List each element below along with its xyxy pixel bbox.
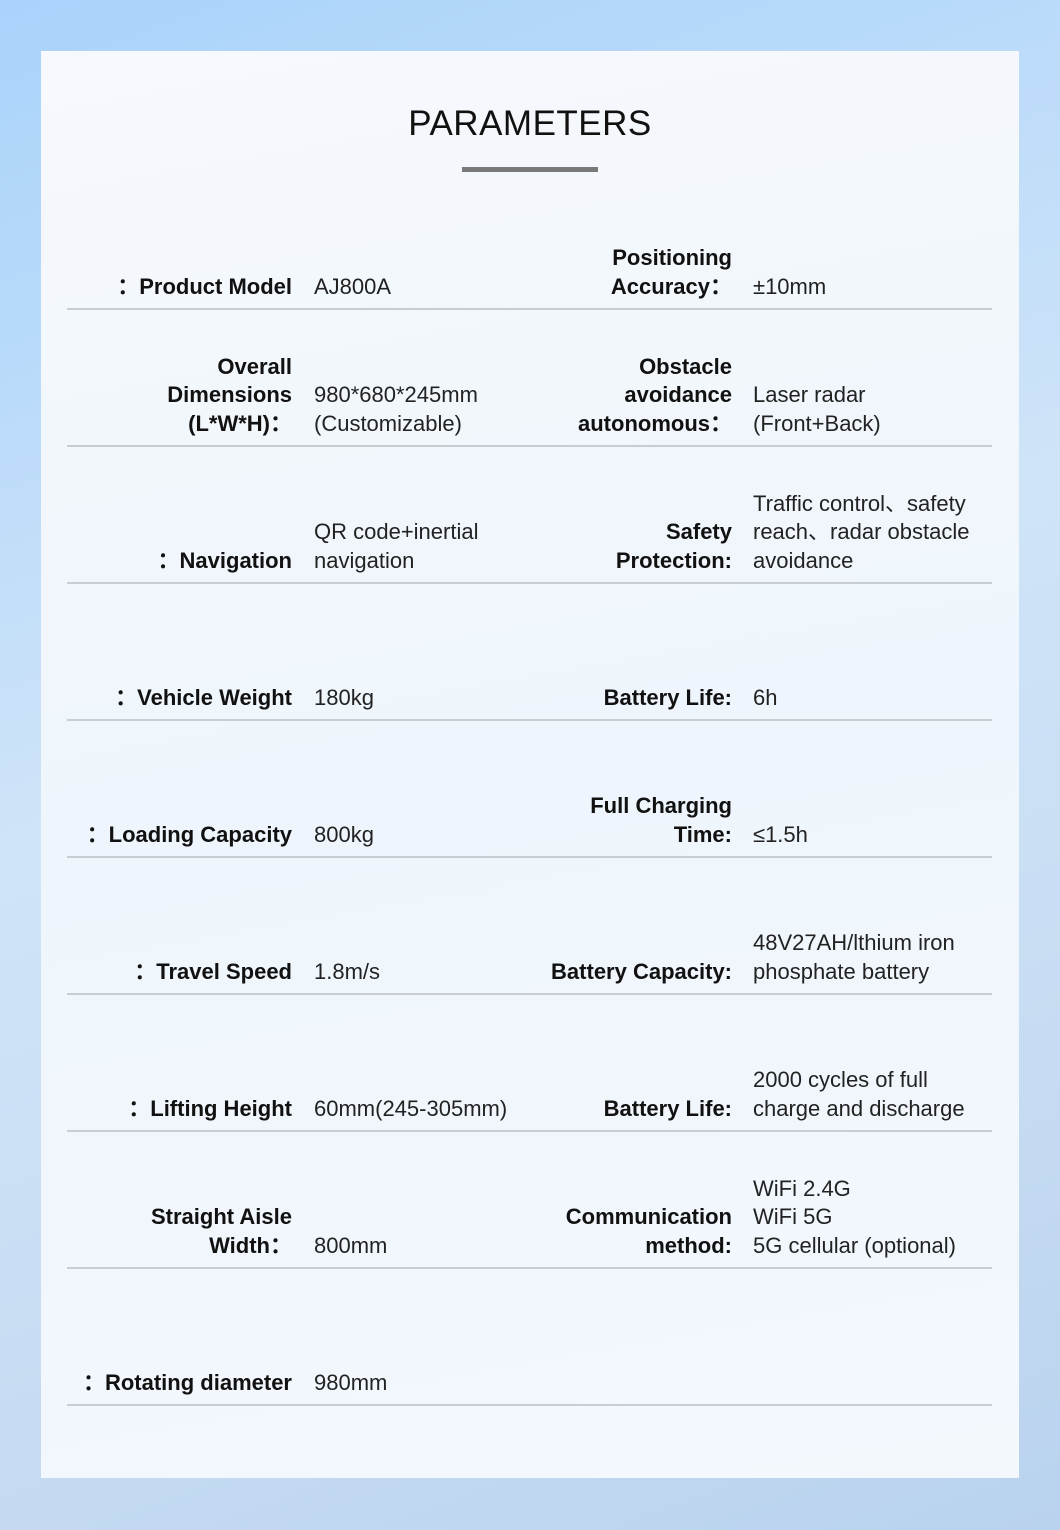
parameter-value: 60mm(245-305mm) xyxy=(314,1095,508,1121)
parameter-label: Straight Aisle Width： xyxy=(151,1204,292,1258)
parameter-value: 800mm xyxy=(314,1232,388,1258)
parameter-row: Loading Capacity： 800kg Full Charging Time… xyxy=(67,721,992,858)
parameter-value: 980mm xyxy=(314,1369,388,1395)
parameter-value: 1.8m/s xyxy=(314,958,381,984)
parameters-card xyxy=(41,51,1019,1478)
parameter-row: Straight Aisle Width： 800mm Communication … xyxy=(67,1132,992,1269)
parameter-value: 800kg xyxy=(314,821,374,847)
parameter-label: Battery Life: xyxy=(603,684,732,710)
parameter-value: ≤1.5h xyxy=(753,821,808,847)
parameter-row: Overall Dimensions (L*W*H)： 980*680*245mm… xyxy=(67,310,992,447)
parameter-label: Vehicle Weight： xyxy=(115,684,292,710)
parameter-label: Battery Life: xyxy=(603,1095,732,1121)
parameters-table: Product Model： AJ800A Positioning Accuracy… xyxy=(67,173,992,1406)
parameter-label: Product Model： xyxy=(117,273,292,299)
parameter-value: QR code+inertial navigation xyxy=(314,519,479,573)
parameter-label: Loading Capacity： xyxy=(86,821,292,847)
parameter-value: Laser radar (Front+Back) xyxy=(753,382,881,436)
parameter-row: Product Model： AJ800A Positioning Accuracy… xyxy=(67,173,992,310)
parameter-value: 6h xyxy=(753,684,778,710)
parameter-value: Traffic control、safety reach、radar obsta… xyxy=(753,490,970,573)
parameter-label: Rotating diameter： xyxy=(82,1369,292,1395)
parameter-label: Obstacle avoidance autonomous： xyxy=(578,353,732,436)
parameter-label: Battery Capacity: xyxy=(551,958,732,984)
parameter-label: Navigation： xyxy=(157,547,292,573)
parameter-value xyxy=(732,1397,972,1404)
parameter-row: Navigation： QR code+inertial navigation Sa… xyxy=(67,447,992,584)
parameter-label: Lifting Height： xyxy=(128,1095,292,1121)
parameter-row: Travel Speed： 1.8m/s Battery Capacity: 48V2… xyxy=(67,858,992,995)
parameter-label: Full Charging Time: xyxy=(590,793,732,847)
parameter-label: Overall Dimensions (L*W*H)： xyxy=(167,353,292,436)
parameter-label: Communication method: xyxy=(565,1204,732,1258)
parameter-value: 180kg xyxy=(314,684,374,710)
page-title: PARAMETERS xyxy=(408,104,652,143)
title-underline xyxy=(462,167,598,172)
parameter-value: WiFi 2.4G WiFi 5G 5G cellular (optional) xyxy=(753,1175,956,1258)
parameter-row: Lifting Height： 60mm(245-305mm) Battery Li… xyxy=(67,995,992,1132)
parameter-row: Vehicle Weight： 180kg Battery Life: 6h xyxy=(67,584,992,721)
parameter-value: AJ800A xyxy=(314,273,392,299)
parameter-value: ±10mm xyxy=(753,273,827,299)
parameter-value: 980*680*245mm (Customizable) xyxy=(314,382,478,436)
parameter-value: 48V27AH/lthium iron phosphate battery xyxy=(753,930,955,984)
parameter-row: Rotating diameter： 980mm xyxy=(67,1269,992,1406)
parameter-label xyxy=(539,1397,732,1404)
parameter-label: Safety Protection: xyxy=(615,519,732,573)
parameter-value: 2000 cycles of full charge and discharge xyxy=(753,1067,965,1121)
parameter-label: Travel Speed： xyxy=(134,958,292,984)
parameter-label: Positioning Accuracy： xyxy=(610,245,732,299)
